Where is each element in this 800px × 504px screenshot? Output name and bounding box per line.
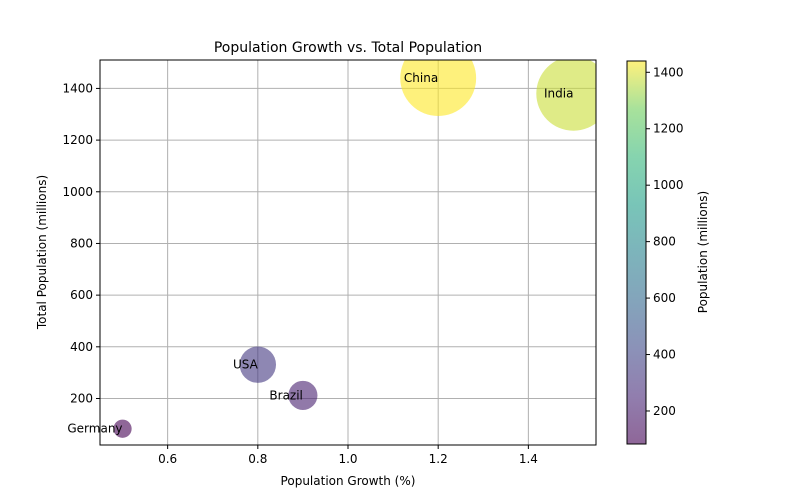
- data-point-brazil: [288, 380, 318, 410]
- y-tick-label: 1200: [62, 133, 93, 147]
- point-label-china: China: [404, 71, 438, 85]
- data-points: [113, 60, 596, 438]
- y-tick-label: 600: [70, 288, 93, 302]
- y-axis-label: Total Population (millions): [35, 175, 49, 330]
- y-tick-label: 800: [70, 236, 93, 250]
- y-tick-label: 200: [70, 391, 93, 405]
- colorbar-frame: [626, 60, 647, 445]
- x-axis-ticks: 0.6 0.8 1.0 1.2 1.4: [158, 445, 538, 466]
- colorbar-tick-label: 400: [653, 348, 676, 362]
- colorbar-label: Population (millions): [696, 191, 710, 313]
- grid-lines: [100, 60, 596, 445]
- data-point-india: [536, 60, 596, 131]
- colorbar: [627, 61, 646, 444]
- point-label-germany: Germany: [67, 422, 122, 436]
- y-tick-label: 400: [70, 340, 93, 354]
- x-tick-label: 0.6: [158, 452, 177, 466]
- data-point-usa: [239, 346, 277, 383]
- x-axis-label: Population Growth (%): [281, 474, 416, 488]
- colorbar-tick-label: 800: [653, 235, 676, 249]
- data-point-labels: China India USA Brazil Germany: [67, 71, 573, 436]
- colorbar-tick-label: 1400: [653, 65, 684, 79]
- colorbar-ticks: 200 400 600 800 1000 1200 1400: [646, 65, 684, 418]
- colorbar-tick-label: 600: [653, 291, 676, 305]
- y-axis-ticks: 200 400 600 800 1000 1200 1400: [62, 81, 100, 405]
- colorbar-tick-label: 200: [653, 404, 676, 418]
- x-tick-label: 1.4: [519, 452, 538, 466]
- data-point-china: [400, 60, 477, 117]
- colorbar-tick-label: 1200: [653, 122, 684, 136]
- y-tick-label: 1000: [62, 185, 93, 199]
- y-tick-label: 1400: [62, 81, 93, 95]
- x-tick-label: 1.2: [429, 452, 448, 466]
- x-tick-label: 0.8: [248, 452, 267, 466]
- point-label-usa: USA: [233, 358, 259, 372]
- point-label-brazil: Brazil: [269, 388, 303, 402]
- x-tick-label: 1.0: [338, 452, 357, 466]
- point-label-india: India: [544, 87, 573, 101]
- colorbar-tick-label: 1000: [653, 178, 684, 192]
- chart-title: Population Growth vs. Total Population: [214, 40, 482, 56]
- data-point-germany: [113, 419, 132, 438]
